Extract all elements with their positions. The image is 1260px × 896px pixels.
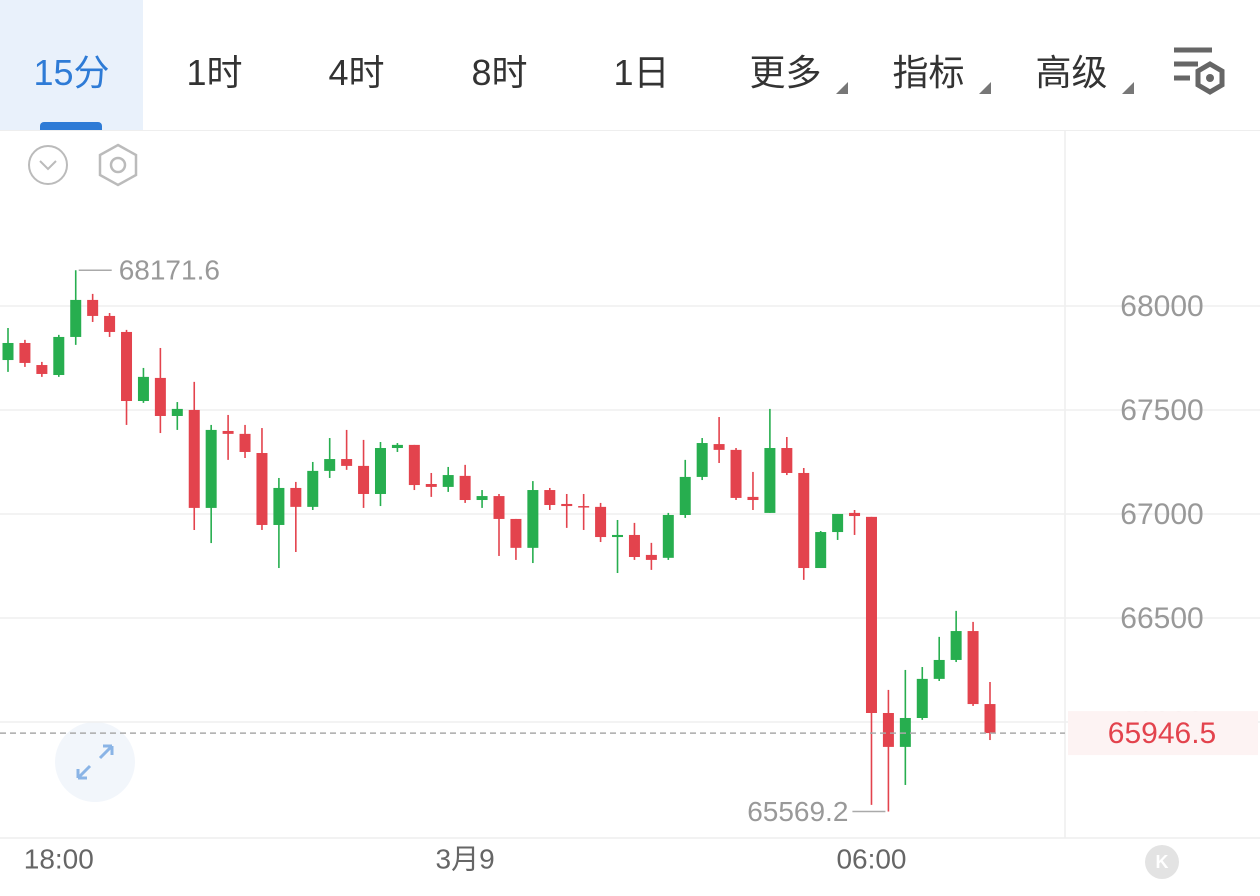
candle-body — [595, 506, 607, 538]
candle-body — [916, 678, 928, 718]
timeframe-tab[interactable]: 1时 — [186, 52, 243, 93]
y-tick-label: 67500 — [1120, 394, 1203, 427]
k-button-label: K — [1156, 852, 1169, 872]
candle-body — [527, 490, 539, 548]
settings-icon-center — [109, 156, 127, 174]
candle-body — [70, 299, 82, 337]
candle-body — [933, 659, 945, 679]
candle-body — [290, 487, 302, 507]
x-tick-label: 3月9 — [436, 843, 495, 874]
candle-body — [561, 503, 573, 507]
candle-body — [358, 465, 370, 494]
candle-body — [374, 448, 386, 494]
candle-body — [137, 376, 149, 402]
candle-body — [832, 513, 844, 533]
low-label: 65569.2 — [747, 796, 848, 827]
candle-body — [764, 448, 776, 513]
candle-body — [781, 448, 793, 473]
candle-body — [696, 443, 708, 477]
candle-body — [19, 342, 31, 363]
candle-body — [87, 299, 99, 316]
high-label: 68171.6 — [119, 255, 220, 286]
timeframe-tab[interactable]: 更多 — [749, 52, 822, 93]
candle-body — [188, 409, 200, 508]
candle-body — [476, 496, 488, 501]
candle-body — [662, 514, 674, 558]
candle-body — [645, 554, 657, 560]
timeframe-tab[interactable]: 高级 — [1035, 52, 1108, 93]
candle-body — [205, 429, 217, 508]
timeframe-tab[interactable]: 1日 — [613, 52, 670, 93]
x-tick-label: 18:00 — [24, 843, 94, 874]
k-button[interactable] — [1145, 845, 1179, 879]
candle-body — [425, 484, 437, 487]
last-price-box — [1068, 711, 1258, 756]
candle-body — [950, 631, 962, 660]
candle-body — [341, 459, 353, 466]
candle-body — [865, 516, 877, 713]
candle-body — [967, 631, 979, 705]
expand-button[interactable] — [55, 722, 135, 802]
chart-settings-button[interactable] — [1172, 46, 1230, 96]
chart-settings-icon — [1174, 47, 1225, 95]
candle-body — [408, 444, 420, 486]
x-tick-label: 06:00 — [836, 843, 906, 874]
candle-body — [36, 365, 48, 374]
candle-body — [730, 449, 742, 498]
candle-body — [442, 475, 454, 487]
candle-body — [628, 534, 640, 558]
timeframe-tab[interactable]: 4时 — [328, 52, 385, 93]
y-tick-label: 67000 — [1120, 498, 1203, 531]
candle-body — [798, 472, 810, 569]
candle-body — [713, 444, 725, 450]
collapse-icon[interactable] — [28, 145, 68, 185]
candle-body — [2, 342, 14, 361]
candle-body — [544, 490, 556, 506]
plot: 660006650067000675006800018:003月906:0068… — [0, 255, 1260, 874]
candle-body — [849, 512, 861, 517]
candle-body — [815, 532, 827, 569]
last-price-label: 65946.5 — [1108, 717, 1216, 750]
candle-body — [578, 506, 590, 508]
dropdown-arrow — [1122, 82, 1134, 94]
candle-body — [747, 496, 759, 501]
candle-body — [510, 518, 522, 548]
expand-icon — [76, 744, 114, 780]
candle-body — [121, 331, 133, 402]
candle-body — [53, 336, 65, 376]
candle-body — [256, 453, 268, 525]
y-tick-label: 68000 — [1120, 290, 1203, 323]
candle-body — [171, 408, 183, 416]
candle-body — [984, 704, 996, 734]
candle-body — [459, 475, 471, 501]
candle-body — [154, 377, 166, 416]
y-tick-label: 66500 — [1120, 602, 1203, 635]
candle-body — [679, 476, 691, 515]
candle-body — [324, 459, 336, 471]
timeframe-tab[interactable]: 15分 — [0, 0, 143, 130]
candle-body — [391, 444, 403, 449]
chart: K 660006650067000675006800018:003月906:00… — [0, 130, 1260, 879]
settings-icon[interactable] — [98, 143, 138, 187]
dropdown-arrow — [836, 82, 848, 94]
dropdown-arrow — [979, 82, 991, 94]
candle-body — [104, 315, 116, 332]
timeframe-tab[interactable]: 指标 — [892, 52, 965, 93]
timeframe-tab[interactable]: 8时 — [471, 52, 528, 93]
candle-body — [273, 487, 285, 525]
candle-body — [239, 433, 251, 452]
candle-body — [612, 534, 624, 538]
candle-body — [882, 712, 894, 747]
candle-body — [222, 430, 234, 434]
collapse-icon-arrow — [39, 160, 57, 171]
candle-body — [307, 470, 319, 507]
toolbar: 15分 1时 4时 8时 1日 更多 指标 高级 — [0, 0, 1260, 131]
candle-body — [493, 496, 505, 519]
